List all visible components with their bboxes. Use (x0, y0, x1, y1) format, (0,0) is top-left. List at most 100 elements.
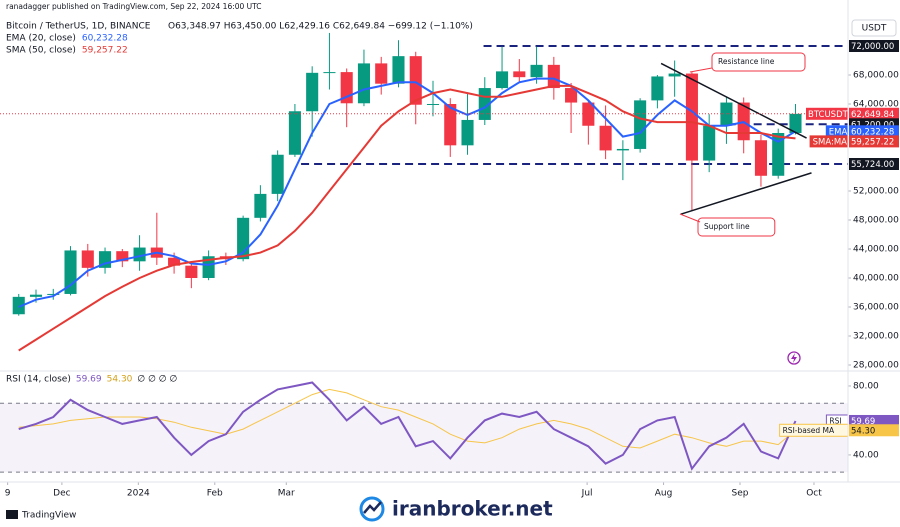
candle-body (513, 71, 526, 78)
y-tick-label: 48,000.00 (853, 215, 899, 225)
value-tag-box (849, 414, 899, 427)
moving-average-line (18, 77, 797, 308)
y-tick-label: 28,000.00 (853, 360, 899, 370)
legend-value: 59,257.22 (82, 46, 128, 56)
candle-body (754, 140, 767, 176)
ma-tag-box (825, 125, 848, 138)
value-tag: 54.30 (851, 426, 875, 436)
price-pane: 28,000.00 32,000.00 36,000.00 40,000.00 44,0… (0, 32, 899, 499)
level-tag: 55,724.00 (851, 160, 894, 170)
x-tick-label: Jul (581, 489, 593, 499)
candle-body (565, 88, 578, 103)
candle-body (116, 251, 129, 262)
ma-value-tag-box (849, 125, 899, 138)
watermark: iranbroker.net (392, 497, 553, 521)
candle-body (288, 111, 301, 155)
x-tick-label: Sep (732, 489, 749, 499)
candle-body (530, 64, 543, 78)
candle-body (409, 56, 422, 105)
currency-box[interactable] (851, 19, 897, 37)
ma-tag: EMA (829, 127, 848, 137)
candle-body (668, 73, 681, 77)
level-tag: 72,000.00 (851, 42, 894, 52)
rsi-band (0, 403, 848, 473)
candle-body (306, 72, 319, 112)
publisher: ranadagger published on TradingView.com,… (6, 2, 262, 11)
trend-line (660, 62, 807, 139)
candle-body (357, 63, 370, 104)
legend-value: 59.69 (76, 375, 102, 385)
legend-name: RSI-based MA (783, 426, 835, 435)
legend-name: EMA (20, close) (6, 34, 76, 44)
candle-body (81, 250, 94, 268)
candle-body (271, 154, 284, 194)
candle-body (426, 104, 440, 106)
brand: TradingView (21, 511, 76, 521)
legend-name: SMA (50, close) (6, 46, 76, 56)
value-tag: 59.69 (851, 417, 875, 427)
candle-body (168, 257, 181, 266)
candle-body (12, 296, 25, 315)
candle-body (133, 247, 146, 262)
candle-body (651, 76, 664, 101)
y-tick-label: 40.00 (853, 450, 879, 460)
legend-name: RSI (829, 416, 841, 425)
candle-body (461, 119, 474, 146)
candle-body (254, 193, 267, 218)
candle-body (444, 104, 457, 146)
annotation-label: Resistance line (718, 57, 775, 66)
y-tick-label: 68,000.00 (853, 71, 899, 81)
ma-value-tag-box (849, 135, 899, 148)
candle-body (772, 132, 785, 176)
candle-body (547, 64, 560, 89)
y-tick-label: 36,000.00 (853, 302, 899, 312)
legend-extra: ∅ ∅ ∅ ∅ (137, 375, 177, 385)
moving-average-line (18, 84, 796, 352)
watermark-logo (359, 496, 385, 522)
x-tick-label: Aug (655, 489, 673, 499)
ma-value-tag: 59,257.22 (851, 137, 894, 147)
annotation-box (711, 52, 806, 72)
symbol-tag-box (806, 107, 848, 120)
level-tag-box (849, 40, 899, 53)
annotation-arrow (689, 67, 713, 73)
y-tick-label: 40,000.00 (853, 273, 899, 283)
level-tag: 61,200.00 (851, 120, 894, 130)
y-tick-label: 52,000.00 (853, 186, 899, 196)
ohlc: O63,348.97 H63,450.00 L62,429.16 C62,649… (168, 22, 473, 32)
candle-body (202, 256, 215, 278)
x-tick-label: 2024 (127, 489, 150, 499)
candle-body (634, 100, 647, 149)
ma-tag-box (809, 135, 848, 148)
candle-body (392, 56, 405, 84)
level-tag-box (849, 158, 899, 171)
x-tick-label: Oct (806, 489, 822, 499)
candle-body (185, 265, 198, 278)
legend-value: 54.30 (107, 375, 133, 385)
candle-body (29, 294, 43, 297)
live-icon (787, 351, 801, 365)
candle-body (703, 125, 716, 161)
candle-body (323, 72, 336, 74)
value-tag-box (849, 424, 899, 437)
x-tick-label: Mar (278, 489, 295, 499)
y-tick-label: 32,000.00 (853, 331, 899, 341)
candle-body (789, 113, 802, 133)
y-tick-label: 80.00 (853, 381, 879, 391)
trend-line (680, 172, 812, 215)
last-price-label: 62,649.84 (851, 110, 894, 120)
annotation-arrow (679, 213, 701, 223)
currency[interactable]: USDT (862, 24, 887, 34)
candle-body (496, 71, 509, 89)
candle-body (375, 63, 388, 84)
rsi-title: RSI (14, close) (6, 375, 71, 385)
tradingview-logo (6, 510, 18, 519)
x-tick-label: 9 (5, 489, 11, 499)
candle-body (616, 148, 629, 151)
candle-body (47, 293, 60, 295)
annotation-label: Support line (704, 222, 750, 231)
symbol-tag: BTCUSDT (808, 110, 849, 120)
